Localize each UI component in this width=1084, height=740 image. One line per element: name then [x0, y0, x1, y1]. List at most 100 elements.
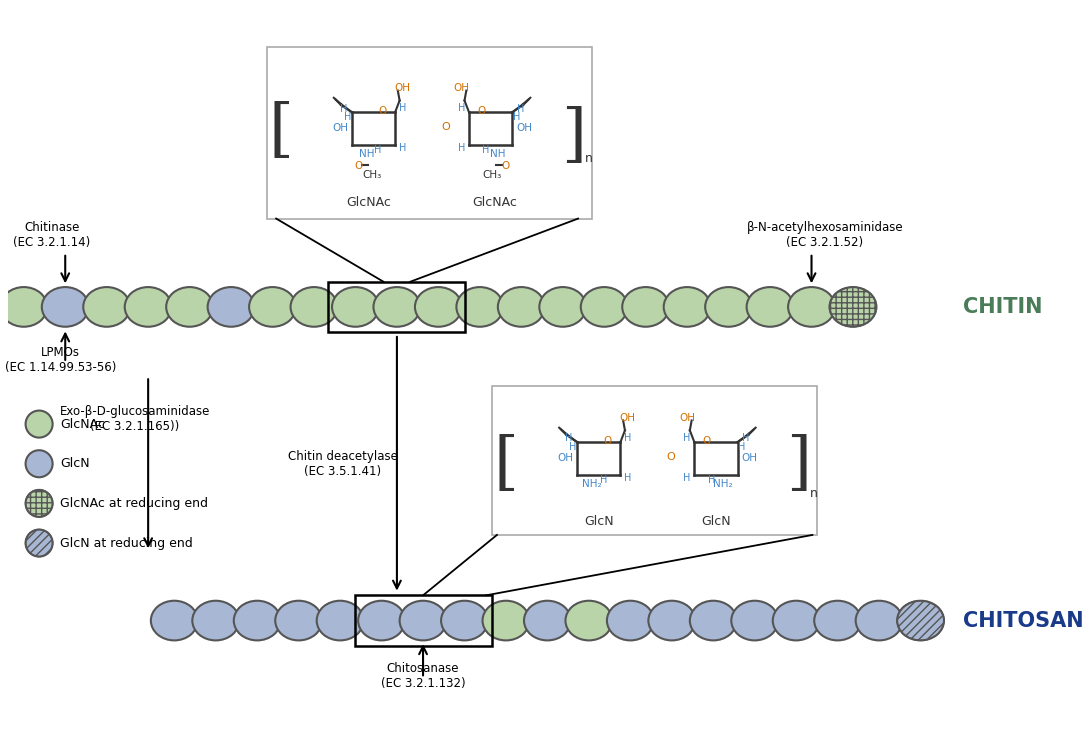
- Text: H: H: [743, 434, 749, 443]
- Text: H: H: [344, 112, 351, 122]
- Ellipse shape: [400, 601, 447, 640]
- Text: ]: ]: [786, 434, 812, 496]
- Text: GlcN: GlcN: [60, 457, 90, 470]
- Text: [: [: [493, 434, 518, 496]
- Text: H: H: [513, 112, 520, 122]
- Ellipse shape: [208, 287, 255, 327]
- Ellipse shape: [607, 601, 654, 640]
- Text: H: H: [517, 104, 524, 114]
- Text: H: H: [459, 103, 465, 112]
- Text: O: O: [478, 107, 486, 116]
- Ellipse shape: [415, 287, 462, 327]
- Text: H: H: [683, 433, 691, 443]
- Text: H: H: [624, 473, 631, 483]
- Ellipse shape: [275, 601, 322, 640]
- Text: β-N-acetylhexosaminidase
(EC 3.2.1.52): β-N-acetylhexosaminidase (EC 3.2.1.52): [747, 221, 903, 249]
- Ellipse shape: [26, 450, 53, 477]
- Ellipse shape: [566, 601, 612, 640]
- Ellipse shape: [524, 601, 571, 640]
- Text: OH: OH: [516, 124, 532, 133]
- Text: n: n: [584, 152, 592, 165]
- Text: GlcNAc at reducing end: GlcNAc at reducing end: [60, 497, 208, 510]
- Ellipse shape: [192, 601, 240, 640]
- Ellipse shape: [332, 287, 379, 327]
- Ellipse shape: [581, 287, 628, 327]
- Text: OH: OH: [557, 454, 573, 463]
- Ellipse shape: [498, 287, 545, 327]
- Text: O: O: [604, 436, 612, 446]
- Text: H: H: [340, 104, 348, 114]
- Text: O: O: [502, 161, 511, 171]
- Text: GlcNAc: GlcNAc: [473, 196, 517, 209]
- Ellipse shape: [747, 287, 793, 327]
- Text: H: H: [459, 144, 465, 153]
- Ellipse shape: [855, 601, 903, 640]
- Text: H: H: [482, 145, 490, 155]
- Ellipse shape: [26, 490, 53, 517]
- Text: OH: OH: [620, 413, 635, 423]
- Text: GlcN: GlcN: [584, 515, 614, 528]
- Ellipse shape: [648, 601, 695, 640]
- Bar: [354, 595, 491, 646]
- Ellipse shape: [234, 601, 281, 640]
- Text: H: H: [738, 442, 746, 451]
- Text: H: H: [566, 434, 572, 443]
- Ellipse shape: [317, 601, 363, 640]
- Text: LPMOs
(EC 1.14.99.53-56): LPMOs (EC 1.14.99.53-56): [5, 346, 116, 374]
- Text: OH: OH: [454, 83, 469, 93]
- Text: GlcN: GlcN: [701, 515, 731, 528]
- Ellipse shape: [456, 287, 503, 327]
- Text: NH: NH: [359, 149, 374, 158]
- Text: H: H: [374, 145, 382, 155]
- Ellipse shape: [441, 601, 488, 640]
- Ellipse shape: [663, 287, 711, 327]
- Ellipse shape: [166, 287, 214, 327]
- Text: CHITOSAN: CHITOSAN: [963, 610, 1084, 630]
- Text: OH: OH: [741, 454, 758, 463]
- Text: O: O: [667, 451, 675, 462]
- Ellipse shape: [26, 411, 53, 437]
- Ellipse shape: [374, 287, 421, 327]
- Text: O: O: [378, 107, 387, 116]
- Text: ]: ]: [562, 107, 586, 168]
- Text: H: H: [599, 475, 607, 485]
- Ellipse shape: [706, 287, 752, 327]
- Ellipse shape: [540, 287, 586, 327]
- Ellipse shape: [291, 287, 337, 327]
- Ellipse shape: [151, 601, 197, 640]
- Text: Exo-β-D-glucosaminidase
(EC 3.2.1.165)): Exo-β-D-glucosaminidase (EC 3.2.1.165)): [60, 405, 210, 433]
- Text: NH₂: NH₂: [582, 479, 602, 488]
- Text: GlcNAc: GlcNAc: [347, 196, 391, 209]
- Text: Chitinase
(EC 3.2.1.14): Chitinase (EC 3.2.1.14): [13, 221, 90, 249]
- Text: GlcNAc: GlcNAc: [60, 417, 105, 431]
- Ellipse shape: [42, 287, 89, 327]
- Bar: [492, 386, 817, 535]
- Text: GlcN at reducing end: GlcN at reducing end: [60, 536, 193, 550]
- Ellipse shape: [788, 287, 835, 327]
- Ellipse shape: [689, 601, 737, 640]
- Text: CH₃: CH₃: [482, 170, 502, 181]
- Text: O: O: [354, 161, 362, 171]
- Text: H: H: [569, 442, 577, 451]
- Ellipse shape: [83, 287, 130, 327]
- Ellipse shape: [0, 287, 48, 327]
- Text: OH: OH: [332, 124, 348, 133]
- Ellipse shape: [732, 601, 778, 640]
- Text: Chitin deacetylase
(EC 3.5.1.41): Chitin deacetylase (EC 3.5.1.41): [288, 450, 398, 478]
- Text: H: H: [399, 144, 406, 153]
- Ellipse shape: [814, 601, 861, 640]
- Bar: [267, 47, 592, 218]
- Text: H: H: [708, 475, 715, 485]
- Ellipse shape: [622, 287, 669, 327]
- Ellipse shape: [249, 287, 296, 327]
- Ellipse shape: [125, 287, 171, 327]
- Text: NH: NH: [490, 149, 505, 158]
- Text: OH: OH: [395, 83, 411, 93]
- Text: CHITIN: CHITIN: [963, 297, 1043, 317]
- Text: O: O: [441, 121, 450, 132]
- Text: CH₃: CH₃: [362, 170, 382, 181]
- Text: [: [: [268, 102, 293, 164]
- Text: n: n: [810, 487, 817, 500]
- Bar: [328, 282, 465, 332]
- Ellipse shape: [358, 601, 405, 640]
